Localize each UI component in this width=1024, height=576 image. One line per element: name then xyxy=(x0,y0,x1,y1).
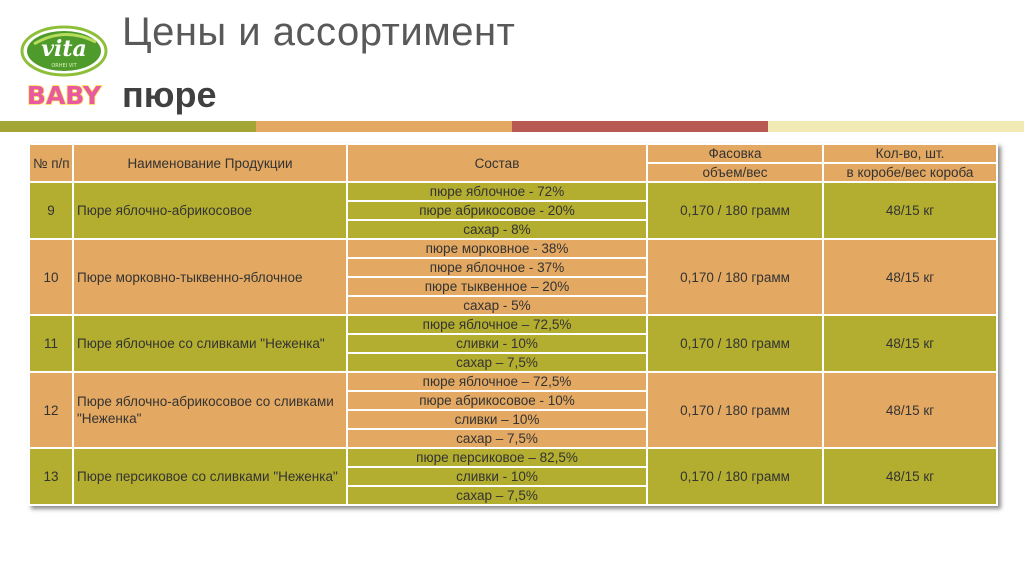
vita-baby-logo: vita ORHEI VIT BABY xyxy=(20,24,110,111)
page-subtitle: пюре xyxy=(122,74,217,115)
page-title: Цены и ассортимент xyxy=(122,10,516,54)
table-row: сливки - 10% xyxy=(29,333,997,354)
row-number: 12 xyxy=(28,371,74,449)
table-row: пюре тыквенное – 20% xyxy=(29,276,997,297)
header-qty-sub: в коробе/вес короба xyxy=(822,162,998,183)
header-composition: Состав xyxy=(346,143,648,183)
table-row: сахар – 7,5% xyxy=(29,485,997,506)
row-number: 13 xyxy=(28,447,74,506)
composition-item: пюре яблочное - 72% xyxy=(346,181,648,202)
table-row: пюре яблочное - 37% xyxy=(29,257,997,278)
table-row: сливки – 10% xyxy=(29,409,997,430)
product-name: Пюре яблочно-абрикосовое со сливками "Не… xyxy=(72,371,348,449)
composition-item: пюре морковное - 38% xyxy=(346,238,648,259)
box-quantity: 48/15 кг xyxy=(822,181,998,240)
composition-item: пюре абрикосовое - 10% xyxy=(346,390,648,411)
decor-bar-green xyxy=(0,121,256,132)
pack-size: 0,170 / 180 грамм xyxy=(646,314,824,373)
header-name: Наименование Продукции xyxy=(72,143,348,183)
table-row: сахар - 8% xyxy=(29,219,997,240)
table-row: сахар – 7,5% xyxy=(29,428,997,449)
table-row: сливки - 10% xyxy=(29,466,997,487)
header-pack-sub: объем/вес xyxy=(646,162,824,183)
box-quantity: 48/15 кг xyxy=(822,238,998,316)
table-row: 10 Пюре морковно-тыквенно-яблочное пюре мо… xyxy=(28,238,998,316)
product-name: Пюре персиковое со сливками "Неженка" xyxy=(72,447,348,506)
composition-item: сливки - 10% xyxy=(346,466,648,487)
composition-item: пюре персиковое – 82,5% xyxy=(346,447,648,468)
table-row: 12 Пюре яблочно-абрикосовое со сливками "… xyxy=(28,371,998,449)
composition-item: сахар - 8% xyxy=(346,219,648,240)
logo-brand-text: vita xyxy=(41,36,87,62)
decor-bar-red xyxy=(512,121,768,132)
row-number: 10 xyxy=(28,238,74,316)
composition-item: пюре тыквенное – 20% xyxy=(346,276,648,297)
product-name: Пюре яблочное со сливками "Неженка" xyxy=(72,314,348,373)
table-row: 13 Пюре персиковое со сливками "Неженка" п… xyxy=(28,447,998,506)
table-header-subrow: объем/вес в коробе/вес короба xyxy=(29,162,998,183)
decor-bar-orange xyxy=(256,121,512,132)
composition-item: пюре яблочное – 72,5% xyxy=(346,314,648,335)
box-quantity: 48/15 кг xyxy=(822,447,998,506)
header-pack: Фасовка xyxy=(646,143,824,164)
table-row: пюре абрикосовое - 10% xyxy=(29,390,997,411)
header-qty: Кол-во, шт. xyxy=(822,143,998,164)
pack-size: 0,170 / 180 грамм xyxy=(646,181,824,240)
composition-item: пюре яблочное – 72,5% xyxy=(346,371,648,392)
table-row: сахар - 5% xyxy=(29,295,997,316)
pack-size: 0,170 / 180 грамм xyxy=(646,238,824,316)
logo-baby-text: BABY xyxy=(27,81,102,110)
box-quantity: 48/15 кг xyxy=(822,314,998,373)
composition-item: пюре абрикосовое - 20% xyxy=(346,200,648,221)
logo-tagline-text: ORHEI VIT xyxy=(51,63,77,69)
box-quantity: 48/15 кг xyxy=(822,371,998,449)
composition-item: сливки – 10% xyxy=(346,409,648,430)
row-number: 9 xyxy=(28,181,74,240)
row-number: 11 xyxy=(28,314,74,373)
table-row: 9 Пюре яблочно-абрикосовое пюре яблочное -… xyxy=(28,181,998,240)
table-row: 11 Пюре яблочное со сливками "Неженка" пюр… xyxy=(28,314,998,373)
header-num: № п/п xyxy=(28,143,74,183)
decor-bar-cream xyxy=(768,121,1024,132)
composition-item: сахар – 7,5% xyxy=(346,352,648,373)
table-row: сахар – 7,5% xyxy=(29,352,997,373)
pack-size: 0,170 / 180 грамм xyxy=(646,371,824,449)
composition-item: сахар - 5% xyxy=(346,295,648,316)
composition-item: сахар – 7,5% xyxy=(346,485,648,506)
table-header-row: № п/п Наименование Продукции Состав Фасо… xyxy=(28,143,998,183)
pack-size: 0,170 / 180 грамм xyxy=(646,447,824,506)
pricing-table: № п/п Наименование Продукции Состав Фасо… xyxy=(28,143,998,506)
table-row: пюре абрикосовое - 20% xyxy=(29,200,997,221)
composition-item: сливки - 10% xyxy=(346,333,648,354)
composition-item: сахар – 7,5% xyxy=(346,428,648,449)
product-name: Пюре морковно-тыквенно-яблочное xyxy=(72,238,348,316)
composition-item: пюре яблочное - 37% xyxy=(346,257,648,278)
product-name: Пюре яблочно-абрикосовое xyxy=(72,181,348,240)
